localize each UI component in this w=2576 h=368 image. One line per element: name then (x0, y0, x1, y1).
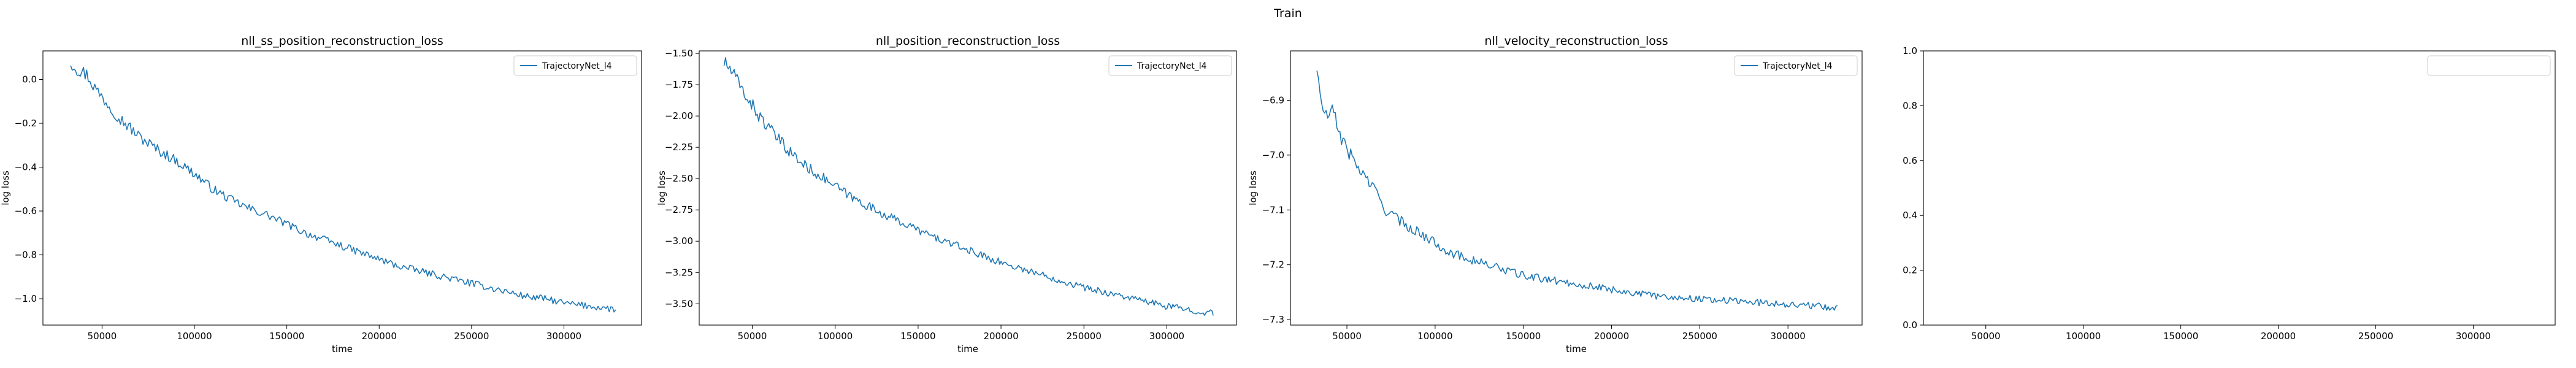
legend-box (513, 55, 637, 76)
x-tick-label: 50000 (88, 331, 117, 342)
subplot-1: nll_ss_position_reconstruction_loss 50000… (0, 34, 642, 355)
x-tick-label: 300000 (1771, 331, 1806, 342)
x-tick-label: 100000 (2066, 331, 2101, 342)
x-tick-label: 100000 (818, 331, 853, 342)
legend-box (1734, 55, 1858, 76)
x-axis-label: time (1566, 343, 1587, 355)
series-line (70, 65, 616, 313)
x-tick-label: 50000 (1971, 331, 2001, 342)
subplot-4: 50000 100000 150000 200000 250000 300000 0.0 0.… (1903, 45, 2556, 342)
series-line (1316, 71, 1838, 311)
y-tick-label: −1.0 (15, 293, 37, 304)
x-tick-label: 100000 (1417, 331, 1452, 342)
y-tick-label: −7.3 (1262, 314, 1284, 325)
x-tick-label: 50000 (1332, 331, 1362, 342)
x-tick-label: 250000 (1067, 331, 1102, 342)
y-axis-label: log loss (656, 171, 667, 205)
subplot-2: nll_position_reconstruction_loss 50000 100… (656, 34, 1237, 355)
series-line (723, 57, 1214, 316)
y-tick-label: 0.4 (1903, 210, 1917, 221)
y-tick-label: −1.75 (665, 79, 693, 90)
x-tick-label: 150000 (900, 331, 935, 342)
x-tick-label: 300000 (546, 331, 581, 342)
x-tick-label: 50000 (738, 331, 767, 342)
y-tick-label: −3.25 (665, 267, 693, 278)
y-tick-label: −0.2 (15, 118, 37, 129)
y-tick-label: −7.1 (1262, 204, 1284, 215)
x-tick-label: 250000 (454, 331, 489, 342)
y-tick-label: 0.8 (1903, 100, 1917, 111)
y-tick-label: 0.0 (1903, 320, 1917, 331)
y-tick-label: −7.0 (1262, 150, 1284, 161)
legend-entry: TrajectoryNet_l4 (1762, 61, 1833, 71)
x-tick-label: 200000 (1594, 331, 1629, 342)
subplot-title: nll_position_reconstruction_loss (876, 34, 1060, 48)
y-tick-label: 0.2 (1903, 265, 1917, 276)
legend (2427, 55, 2551, 76)
x-tick-label: 300000 (1149, 331, 1184, 342)
y-tick-label: 1.0 (1903, 45, 1917, 56)
y-tick-label: −3.50 (665, 298, 693, 309)
subplot-3: nll_velocity_reconstruction_loss 50000 100… (1248, 34, 1863, 355)
y-tick-label: −6.9 (1262, 94, 1284, 105)
y-tick-label: −2.50 (665, 173, 693, 184)
y-tick-label: −0.6 (15, 205, 37, 217)
x-tick-label: 250000 (2358, 331, 2393, 342)
x-tick-label: 100000 (177, 331, 212, 342)
plot-area-frame (42, 50, 642, 326)
figure-suptitle: Train (1273, 7, 1302, 20)
x-tick-label: 300000 (2456, 331, 2491, 342)
legend-box (1108, 55, 1232, 76)
legend-entry: TrajectoryNet_l4 (542, 61, 612, 71)
legend: TrajectoryNet_l4 (1108, 55, 1232, 76)
y-tick-label: −2.25 (665, 142, 693, 153)
legend-box (2427, 55, 2551, 76)
plot-area-frame (1923, 50, 2556, 326)
y-tick-label: −0.8 (15, 250, 37, 261)
x-tick-label: 150000 (2163, 331, 2198, 342)
subplot-title: nll_velocity_reconstruction_loss (1484, 34, 1668, 48)
y-tick-label: 0.6 (1903, 155, 1917, 166)
legend: TrajectoryNet_l4 (513, 55, 637, 76)
y-axis-label: log loss (1248, 171, 1259, 205)
plot-area-frame (1290, 50, 1863, 326)
subplot-title: nll_ss_position_reconstruction_loss (241, 34, 443, 48)
legend-entry: TrajectoryNet_l4 (1137, 61, 1207, 71)
x-tick-label: 200000 (2261, 331, 2296, 342)
x-tick-label: 200000 (362, 331, 397, 342)
x-tick-label: 200000 (983, 331, 1018, 342)
y-tick-label: −3.00 (665, 236, 693, 247)
legend: TrajectoryNet_l4 (1734, 55, 1858, 76)
y-tick-label: 0.0 (22, 74, 37, 85)
x-tick-label: 150000 (1506, 331, 1541, 342)
y-tick-label: −1.50 (665, 48, 693, 59)
y-tick-label: −0.4 (15, 162, 37, 173)
x-axis-label: time (957, 343, 978, 355)
y-tick-label: −7.2 (1262, 259, 1284, 270)
plot-area-frame (699, 50, 1237, 326)
y-axis-label: log loss (0, 171, 11, 205)
y-tick-label: −2.00 (665, 110, 693, 121)
x-axis-label: time (332, 343, 353, 355)
x-tick-label: 150000 (269, 331, 304, 342)
y-tick-label: −2.75 (665, 204, 693, 215)
x-tick-label: 250000 (1682, 331, 1717, 342)
